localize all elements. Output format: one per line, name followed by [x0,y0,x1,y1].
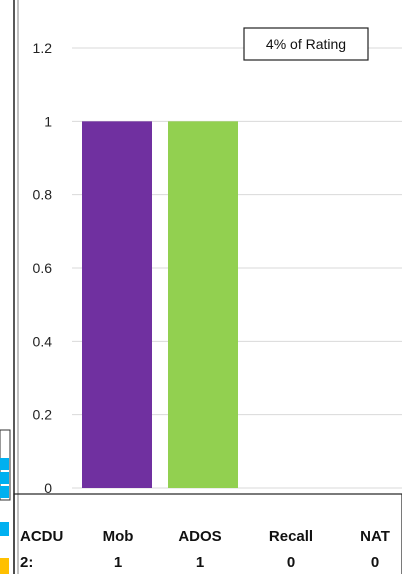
table-value-cell: 0 [287,554,295,571]
y-tick-label: 0.4 [33,333,53,349]
table-value-cell: 0 [371,554,379,571]
side-cell-blue-3 [0,486,9,498]
y-tick-label: 0 [44,480,52,496]
data-table: ACDU 2: Mob 1 ADOS 1 Recall 0 NAT 0 [13,493,402,574]
table-cells: Mob 1 ADOS 1 Recall 0 NAT 0 [103,528,390,571]
side-cell-yellow [0,558,9,574]
bars [82,121,238,488]
table-row-label-line2: 2: [20,554,33,571]
y-tick-label: 0.6 [33,260,53,276]
table-value-cell: 1 [196,554,204,571]
y-tick-label: 1 [44,113,52,129]
rating-annotation: 4% of Rating [243,27,369,61]
cropped-side-table [0,429,11,574]
table-value-cell: 1 [114,554,122,571]
rating-annotation-box [243,27,369,61]
table-row-label-line1: ACDU [20,528,63,545]
category-label: NAT [360,528,390,545]
rating-annotation-text: 4% of Rating [266,36,346,52]
y-tick-label: 0.8 [33,187,53,203]
y-tick-label: 0.2 [33,407,53,423]
side-cell-blue-1 [0,458,9,470]
side-cell-border [0,429,11,501]
category-label: Mob [103,528,134,545]
side-cell-blue-2 [0,472,9,484]
category-label: ADOS [178,528,221,545]
data-table-border [13,493,402,574]
bar-mob [82,121,152,488]
category-label: Recall [269,528,313,545]
y-tick-label: 1.2 [33,40,53,56]
side-cell-blue-4 [0,522,9,536]
y-axis-tick-labels: 0 0.2 0.4 0.6 0.8 1 1.2 [33,40,53,496]
bar-ados [168,121,238,488]
